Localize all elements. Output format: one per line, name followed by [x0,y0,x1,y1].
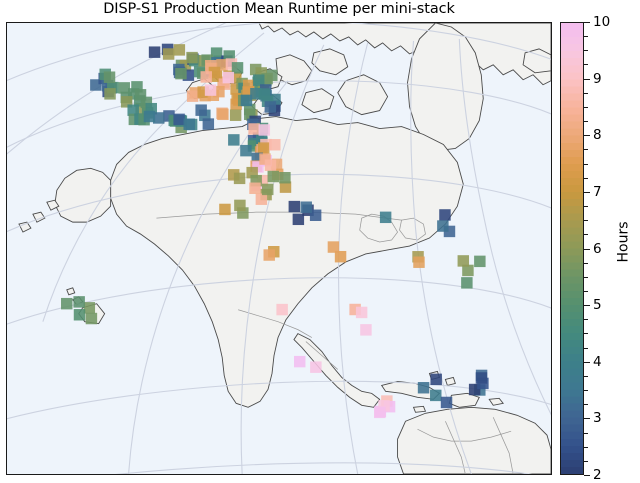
colorbar-minor-tick [584,290,588,292]
colorbar-minor-tick [584,333,588,335]
colorbar-minor-tick [584,220,588,222]
colorbar-label-text: Hours [615,220,632,263]
colorbar-tick-label: 2 [593,467,602,483]
colorbar-minor-tick [584,50,588,52]
colorbar-tick [584,361,590,363]
colorbar-minor-tick [584,262,588,264]
colorbar-minor-tick [584,106,588,108]
colorbar-minor-tick [584,276,588,278]
colorbar-minor-tick [584,234,588,236]
colorbar-gradient [561,23,583,474]
colorbar-tick [584,135,590,137]
colorbar-tick-label: 8 [593,127,602,144]
colorbar-tick-label: 5 [593,297,602,314]
colorbar-minor-tick [584,390,588,392]
colorbar-minor-tick [584,121,588,123]
colorbar-minor-tick [584,375,588,377]
colorbar-tick-label: 9 [593,70,602,87]
colorbar-tick-label: 4 [593,353,602,370]
colorbar-minor-tick [584,206,588,208]
colorbar-minor-tick [584,319,588,321]
page-title: DISP-S1 Production Mean Runtime per mini… [103,1,455,17]
colorbar-tick-label: 3 [593,410,602,427]
colorbar-minor-tick [584,92,588,94]
colorbar-minor-tick [584,36,588,38]
colorbar-minor-tick [584,347,588,349]
map-basemap [7,23,551,474]
colorbar-minor-tick [584,432,588,434]
political-borders [156,211,514,474]
colorbar-minor-tick [584,404,588,406]
colorbar-tick [584,191,590,193]
colorbar-tick [584,248,590,250]
colorbar-tick [584,305,590,307]
colorbar-minor-tick [584,149,588,151]
colorbar-minor-tick [584,163,588,165]
colorbar-tick-label: 6 [593,240,602,257]
colorbar-tick-label: 10 [593,14,611,30]
colorbar-tick-label: 7 [593,183,602,200]
colorbar-tick [584,78,590,80]
colorbar-minor-tick [584,177,588,179]
colorbar[interactable] [560,22,584,475]
colorbar-tick [584,22,590,23]
colorbar-ticks: 10 9 8 7 6 5 4 3 2 [584,14,614,483]
colorbar-minor-tick [584,64,588,66]
map-axes[interactable] [6,22,552,475]
colorbar-minor-tick [584,446,588,448]
colorbar-tick [584,475,590,476]
colorbar-tick [584,418,590,420]
colorbar-minor-tick [584,460,588,462]
